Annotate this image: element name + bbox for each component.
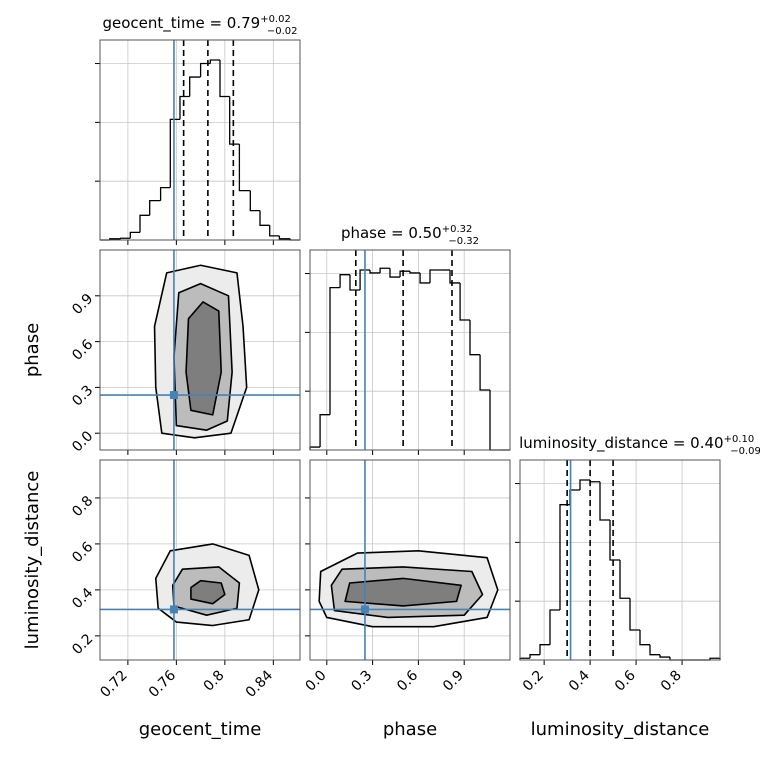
histogram-step	[479, 354, 490, 391]
panel-title: luminosity_distance = 0.40+0.10 −0.09	[519, 434, 760, 457]
histogram-step	[559, 504, 570, 610]
histogram-step	[139, 214, 150, 233]
y-tick-label: 0.6	[69, 539, 96, 566]
histogram-step	[209, 59, 220, 64]
title-upper: +0.10	[724, 434, 755, 445]
histogram-step	[379, 267, 390, 273]
histogram-step	[619, 560, 630, 599]
y-axis-label: phase	[22, 323, 43, 377]
histogram-step	[219, 60, 230, 98]
histogram-step	[539, 644, 550, 655]
panel-title: geocent_time = 0.79+0.02 −0.02	[103, 14, 298, 37]
histogram-step	[609, 520, 620, 561]
histogram-step	[469, 320, 481, 356]
histogram-step	[199, 62, 211, 78]
x-tick-label: 0.2	[520, 668, 547, 695]
histogram-step	[399, 270, 410, 278]
x-axis-label: geocent_time	[139, 719, 262, 740]
x-tick-label: 0.72	[97, 668, 130, 701]
panel-frame	[99, 459, 301, 661]
y-axis-label: luminosity_distance	[22, 471, 43, 650]
y-tick-label: 0.6	[69, 337, 96, 364]
histogram-step	[649, 644, 660, 656]
x-tick-label: 0.3	[348, 668, 375, 695]
histogram-step	[238, 144, 251, 192]
title-upper: +0.32	[442, 224, 473, 235]
histogram-step	[359, 269, 370, 290]
histogram-step	[659, 654, 670, 658]
y-tick-label: 0.8	[69, 493, 96, 520]
truth-marker	[169, 391, 178, 400]
title-text: geocent_time = 0.79	[103, 14, 261, 33]
histogram-step	[349, 274, 361, 291]
histogram-step	[629, 598, 640, 631]
histogram-step	[249, 190, 260, 212]
histogram-step	[589, 480, 600, 483]
histogram-step	[269, 225, 280, 237]
histogram-step	[339, 274, 350, 288]
x-tick-label: 0.8	[201, 668, 228, 695]
histogram-step	[159, 186, 171, 201]
histogram-step	[489, 390, 501, 451]
histogram-step	[569, 489, 580, 505]
histogram-step	[189, 76, 201, 97]
title-text: luminosity_distance = 0.40	[519, 434, 723, 453]
histogram-step	[639, 630, 650, 646]
panel-frame	[519, 459, 721, 661]
title-text: phase = 0.50	[341, 224, 442, 242]
title-lower: −0.32	[448, 236, 479, 247]
histogram-step	[259, 210, 270, 226]
histogram-step	[278, 235, 291, 240]
x-tick-label: 0.8	[658, 668, 685, 695]
histogram-step	[179, 95, 190, 120]
histogram-step	[319, 414, 330, 448]
histogram-step	[409, 271, 421, 274]
histogram-step	[369, 270, 381, 274]
x-tick-label: 0.84	[243, 667, 276, 700]
x-tick-label: 0.4	[566, 667, 593, 694]
x-tick-label: 0.6	[394, 667, 421, 694]
histogram-step	[389, 268, 401, 278]
panel-frame	[309, 249, 511, 451]
panel-frame	[99, 249, 301, 451]
panel-title: phase = 0.50+0.32 −0.32	[341, 224, 479, 247]
histogram-step	[169, 118, 180, 188]
panel-frame	[99, 39, 301, 241]
histogram-step	[129, 231, 140, 239]
x-axis-label: phase	[383, 719, 437, 740]
histogram-step	[229, 96, 240, 145]
contour	[185, 301, 223, 416]
histogram-step	[599, 481, 610, 521]
y-tick-label: 0.2	[69, 631, 96, 658]
histogram-step	[419, 272, 430, 284]
histogram-step	[449, 270, 461, 284]
x-tick-label: 0.6	[612, 667, 639, 694]
histogram-step	[579, 479, 590, 490]
histogram-step	[429, 269, 441, 283]
histogram-step	[329, 286, 341, 415]
title-lower: −0.02	[267, 26, 298, 37]
contour	[190, 579, 226, 605]
y-tick-label: 0.9	[69, 291, 96, 318]
y-tick-label: 0.3	[69, 382, 96, 409]
truth-marker	[169, 605, 178, 614]
x-tick-label: 0.9	[440, 668, 467, 695]
y-tick-label: 0.0	[69, 428, 96, 455]
title-upper: +0.02	[260, 14, 291, 25]
histogram-step	[529, 654, 540, 659]
panel-frame	[309, 459, 511, 661]
histogram-step	[459, 282, 470, 321]
contour	[344, 577, 462, 607]
x-tick-label: 0.76	[146, 667, 179, 700]
x-axis-label: luminosity_distance	[531, 719, 710, 740]
title-lower: −0.09	[730, 446, 760, 457]
y-tick-label: 0.4	[69, 585, 96, 612]
x-tick-label: 0.0	[303, 668, 330, 695]
histogram-step	[149, 199, 161, 216]
histogram-step	[119, 237, 131, 239]
truth-marker	[360, 605, 369, 614]
histogram-step	[549, 609, 560, 645]
